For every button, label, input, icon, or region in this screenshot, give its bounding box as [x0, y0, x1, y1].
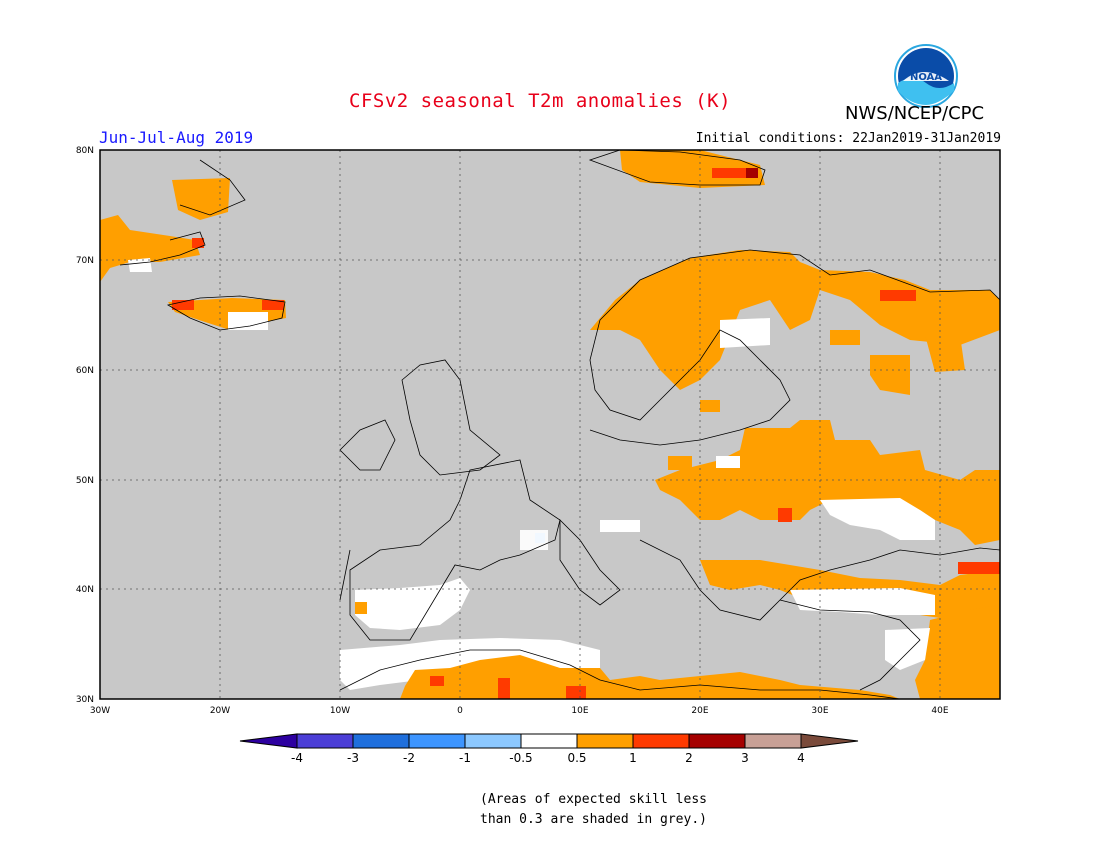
initial-conditions-label: Initial conditions: 22Jan2019-31Jan2019 — [695, 131, 1001, 146]
hot-patch-greenland — [192, 238, 204, 248]
colorbar-arrow-right — [800, 733, 859, 749]
colorbar-arrow-left — [239, 733, 298, 749]
colorbar-label: -3 — [347, 751, 359, 765]
anomaly-shading — [100, 150, 1000, 699]
neutral-patch-alps — [600, 520, 640, 532]
hot-patch-iceland-e — [262, 300, 284, 310]
warm-patch-iberia — [355, 602, 367, 614]
hot-patch-algeria — [430, 676, 444, 686]
colorbar-label: 0.5 — [567, 751, 586, 765]
neutral-patch-finland — [720, 318, 770, 348]
lat-tick-label: 80N — [76, 146, 94, 156]
colorbar-swatch — [688, 733, 746, 749]
colorbar-label: -4 — [291, 751, 303, 765]
warm-patch-eastern-europe — [655, 420, 1000, 545]
warm-patch-baltic — [700, 400, 720, 412]
colorbar-labels: -4 -3 -2 -1 -0.5 0.5 1 2 3 4 — [291, 751, 805, 765]
lat-tick-label: 50N — [76, 476, 94, 486]
map-background — [100, 150, 1000, 699]
hot-patch-svalbard — [712, 168, 750, 178]
warm-patch-scandinavia — [590, 250, 1000, 390]
neutral-patch-eastern-europe — [820, 498, 935, 540]
noaa-logo: NOAA — [894, 44, 958, 108]
hot-patch-kola — [880, 290, 916, 301]
graticule — [100, 150, 1000, 699]
warm-patch-greenland-north — [172, 178, 230, 220]
warm-patch-russia-north — [830, 330, 965, 395]
warm-patch-north-africa — [400, 655, 900, 699]
lat-tick-label: 40N — [76, 585, 94, 595]
neutral-patch-iberia — [355, 578, 470, 630]
lon-tick-label: 20W — [210, 706, 230, 716]
warm-patch-germany — [668, 456, 692, 470]
neutral-patch-central-europe — [716, 456, 740, 468]
lon-axis: 30W 20W 10W 0 10E 20E 30E 40E — [90, 706, 949, 716]
neutral-patch-adriatic — [520, 530, 548, 550]
colorbar — [239, 733, 859, 749]
lat-axis: 80N 70N 60N 50N 40N 30N — [76, 146, 94, 705]
colorbar-label: 1 — [629, 751, 637, 765]
colorbar-label: 4 — [797, 751, 805, 765]
lon-tick-label: 20E — [691, 706, 708, 716]
lon-tick-label: 40E — [931, 706, 948, 716]
lat-tick-label: 60N — [76, 366, 94, 376]
colorbar-label: -0.5 — [509, 751, 532, 765]
colorbar-swatch — [464, 733, 522, 749]
svg-text:NOAA: NOAA — [910, 72, 942, 83]
lon-tick-label: 30E — [811, 706, 828, 716]
footnote-line-2: than 0.3 are shaded in grey.) — [480, 812, 707, 827]
warm-patch-greenland — [100, 215, 200, 282]
colorbar-label: 3 — [741, 751, 749, 765]
colorbar-swatch — [744, 733, 802, 749]
footnote-line-1: (Areas of expected skill less — [480, 792, 707, 807]
hot-patch-turkey — [958, 562, 1000, 574]
very-hot-patch-svalbard — [746, 168, 758, 178]
lat-tick-label: 70N — [76, 256, 94, 266]
hot-patch-romania — [778, 508, 792, 522]
neutral-patch-iceland — [228, 312, 268, 330]
neutral-patch-turkey — [790, 588, 935, 615]
season-label: Jun-Jul-Aug 2019 — [99, 128, 254, 147]
lon-tick-label: 30W — [90, 706, 110, 716]
lat-tick-label: 30N — [76, 695, 94, 705]
lon-tick-label: 10E — [571, 706, 588, 716]
colorbar-swatch — [296, 733, 354, 749]
chart-title: CFSv2 seasonal T2m anomalies (K) — [349, 90, 732, 112]
hot-patch-tunisia — [566, 686, 586, 699]
colorbar-swatch — [632, 733, 690, 749]
colorbar-swatch — [352, 733, 410, 749]
warm-patch-svalbard — [620, 150, 765, 188]
map-frame — [99, 149, 1001, 700]
colorbar-label: -2 — [403, 751, 415, 765]
colorbar-label: -1 — [459, 751, 471, 765]
warm-patch-middle-east — [915, 605, 1000, 699]
hot-patch-iceland-w — [172, 300, 194, 310]
neutral-patch-greenland — [128, 258, 152, 272]
colorbar-swatch — [408, 733, 466, 749]
hot-patch-libya — [498, 678, 510, 699]
colorbar-swatch — [576, 733, 634, 749]
lon-tick-label: 0 — [457, 706, 463, 716]
colorbar-label: 2 — [685, 751, 693, 765]
colorbar-swatch — [520, 733, 578, 749]
lon-tick-label: 10W — [330, 706, 350, 716]
agency-label: NWS/NCEP/CPC — [845, 103, 985, 124]
